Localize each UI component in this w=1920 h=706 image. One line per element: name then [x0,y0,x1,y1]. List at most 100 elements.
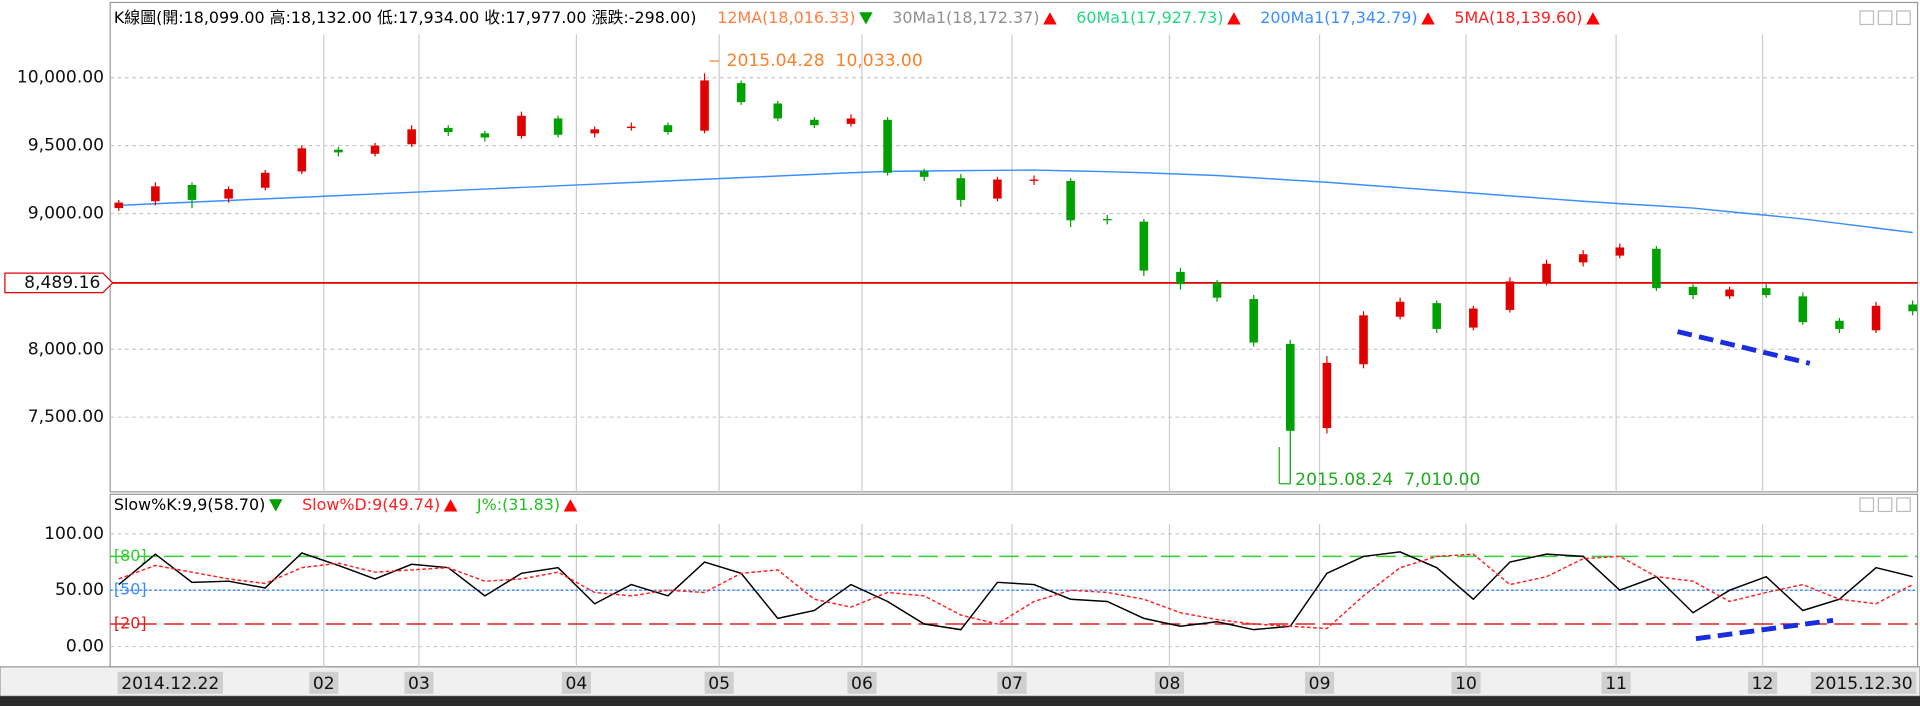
candle-body [1139,221,1149,271]
x-tick-box [997,671,1027,694]
reference-label: [20] [114,614,147,633]
candle-body [1688,286,1698,295]
y-tick-label: 8,000.00 [28,339,104,359]
legend-entry: J%:(31.83) [476,495,560,514]
candle-body [1286,343,1295,431]
button[interactable] [1859,10,1875,26]
legend-entry: 12MA(18,016.33) [717,8,855,27]
reference-label: [50] [114,580,147,599]
candle-body [553,118,563,135]
candle-body [1102,218,1112,221]
x-tick-box [561,671,591,694]
y-tick-label: 0.00 [66,637,104,657]
x-tick-label: 05 [708,674,730,694]
trend-arrow [1043,12,1057,25]
x-tick-box [309,671,339,694]
candle-body [1798,296,1808,323]
content: K線圖(開:18,099.00 高:18,132.00 低:17,934.00 … [4,8,1918,694]
candle-body [1322,362,1332,429]
candle-body [1761,288,1771,295]
candle-body [224,189,233,199]
x-tick-label: 10 [1455,674,1477,694]
candle-body [883,119,892,173]
candle-body [1871,305,1881,331]
candle-body [1505,281,1515,310]
candle-body [663,125,673,133]
candle-body [334,149,343,153]
x-tick-label: 08 [1159,674,1181,694]
candle-body [1542,263,1551,283]
trend-arrow [443,499,458,512]
candle-body [736,83,746,103]
x-tick-box [847,671,877,694]
candle-body [297,148,307,172]
y-tick-label: 50.00 [55,580,104,600]
candle-body [370,145,380,154]
x-tick-label: 11 [1605,674,1627,694]
trend-arrow [563,499,578,512]
candle-body [407,129,416,145]
button[interactable] [1896,497,1911,513]
x-tick-label: 2014.12.22 [121,674,219,694]
legend-entry: K線圖(開:18,099.00 高:18,132.00 低:17,934.00 … [114,8,697,27]
candle-body [773,103,783,119]
x-tick-box [1451,671,1481,694]
x-tick-label: 2015.12.30 [1815,674,1913,694]
button[interactable] [1859,497,1875,513]
x-tick-box [1601,671,1631,694]
legend-entry: 30Ma1(18,172.37) [892,8,1039,27]
button[interactable] [1877,10,1893,26]
candle-body [187,184,197,200]
candle-body [517,115,526,137]
reference-label: [80] [114,546,147,565]
trend-annotation [1676,329,1811,366]
window-buttons[interactable] [1859,10,1911,513]
candle-body [480,133,490,138]
kd-line [118,551,1913,631]
trend-arrow [859,12,873,25]
candle-body [114,202,124,209]
legend-entry: Slow%K:9,9(58.70) [114,495,265,514]
y-tick-label: 7,500.00 [28,407,104,427]
x-tick-label: 03 [408,674,430,694]
candle-body [1432,303,1442,329]
x-tick-box [404,671,434,694]
legend-entry: 5MA(18,139.60) [1454,8,1582,27]
candle-body [993,179,1002,199]
candle-body [443,127,453,133]
y-tick-label: 9,000.00 [28,204,104,224]
button[interactable] [1896,10,1911,26]
x-tick-label: 09 [1309,674,1331,694]
x-tick-label: 04 [565,674,587,694]
candle-body [1359,315,1368,365]
x-tick-label: 06 [851,674,873,694]
candle-body [1249,299,1258,343]
candle-body [627,126,636,128]
price-line-tag [4,272,114,294]
x-axis-bar [0,666,1920,697]
legend-entry: Slow%D:9(49.74) [302,495,440,514]
candle-body [846,118,856,124]
x-tick-box [704,671,734,694]
kd-line [118,553,1913,630]
bottom-strip [0,696,1920,706]
candle-body [1652,248,1661,289]
trend-annotation [1695,617,1834,642]
candle-body [1029,179,1039,181]
x-tick-box [1810,671,1917,694]
candle-body [151,186,160,202]
trend-arrow [269,499,283,512]
legend-entry: 60Ma1(17,927.73) [1076,8,1223,27]
trend-arrow [1586,12,1600,25]
candle-body [1212,282,1222,298]
y-tick-label: 9,500.00 [28,136,104,156]
button[interactable] [1877,497,1893,513]
y-tick-label: 10,000.00 [17,68,104,88]
x-tick-label: 12 [1752,674,1774,694]
candle-body [1469,308,1478,328]
candle-body [919,171,929,177]
candle-body [260,172,270,188]
candle-body [810,119,819,126]
x-tick-box [1154,671,1185,694]
